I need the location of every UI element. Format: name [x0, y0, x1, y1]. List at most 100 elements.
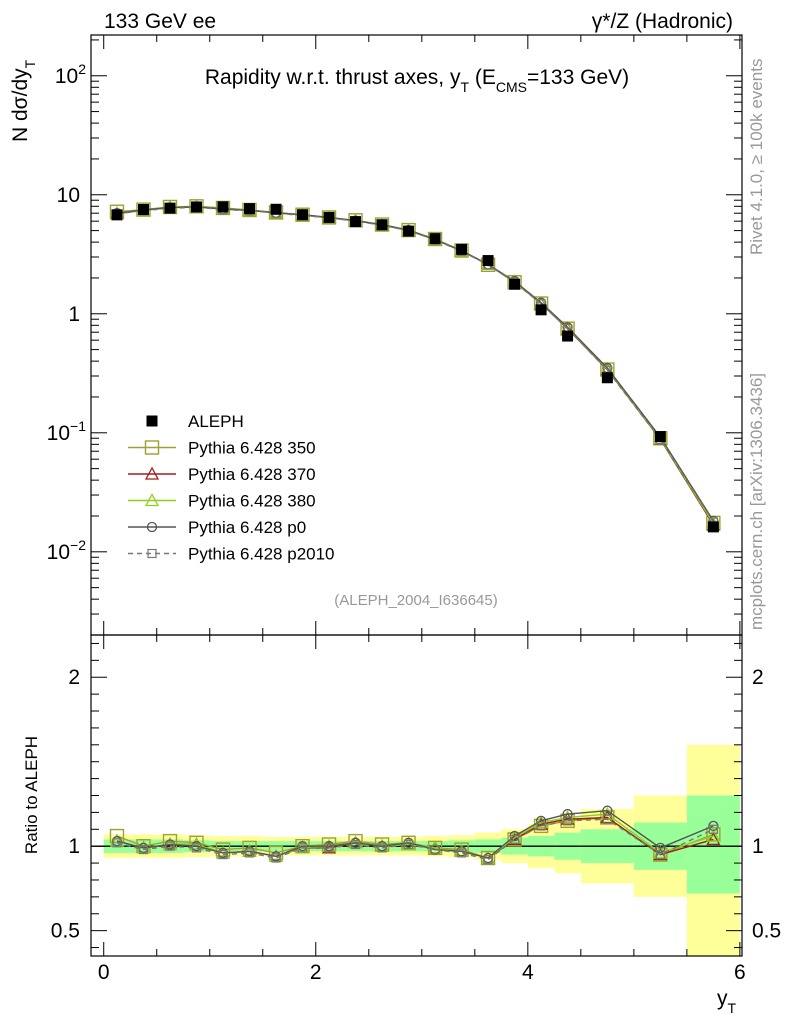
data-point-data [429, 233, 441, 245]
ratio-y-tick-label: 1 [68, 835, 80, 858]
ratio-point-p2010 [218, 850, 228, 860]
ratio-point-p2010 [509, 834, 520, 845]
ratio-x-tick-labels: 0 2 4 6 [98, 961, 746, 984]
legend-label-p380: Pythia 6.428 380 [188, 492, 316, 511]
data-point-data [509, 278, 521, 290]
legend-marker-p2010 [147, 548, 157, 559]
legend-label-p370: Pythia 6.428 370 [188, 465, 316, 484]
analysis-annotation: (ALEPH_2004_I636645) [334, 592, 497, 609]
ratio-point-p0 [562, 808, 573, 820]
main-y-tick-label: 10−2 [47, 537, 87, 564]
ratio-panel: 0.5 0.5 1 1 2 2 0 2 4 6 Ratio to ALEPH yT [22, 634, 781, 1016]
legend-marker-p350 [144, 440, 160, 455]
main-y-axis-label: N dσ/dyT [9, 59, 38, 142]
ratio-axis-ticks [91, 635, 742, 956]
x-tick-label: 2 [310, 961, 322, 984]
legend-marker-p0 [146, 521, 158, 533]
series-line-p2010 [116, 206, 714, 523]
ratio-point-p370 [706, 832, 721, 846]
ratio-point-p2010 [350, 839, 361, 850]
ratio-point-p350 [109, 828, 125, 844]
legend-marker-data [146, 415, 158, 427]
ratio-point-p2010 [244, 848, 255, 858]
legend-entry-p370: Pythia 6.428 370 [128, 465, 316, 484]
ratio-point-p2010 [403, 839, 414, 850]
ratio-point-p2010 [377, 843, 387, 853]
legend-entry-p2010: Pythia 6.428 p2010 [128, 545, 335, 564]
ratio-y-tick-label: 2 [68, 666, 80, 689]
ratio-y-tick-label: 0.5 [51, 920, 80, 943]
ratio-point-p2010 [536, 821, 546, 831]
ratio-point-p350 [162, 833, 178, 849]
legend-label-data: ALEPH [188, 412, 244, 431]
data-point-data [164, 202, 176, 214]
ratio-point-p370 [653, 847, 668, 861]
rivet-version-label: Rivet 4.1.0, ≥ 100k events [747, 59, 766, 255]
header-right-label: γ*/Z (Hadronic) [592, 10, 733, 33]
data-point-data [297, 209, 309, 221]
data-point-data [376, 219, 388, 231]
legend-label-p0: Pythia 6.428 p0 [188, 518, 306, 537]
ratio-point-p380 [427, 840, 443, 854]
ratio-point-p2010 [297, 843, 308, 853]
legend-marker-p380 [144, 493, 160, 507]
ratio-point-p350 [215, 842, 231, 857]
ratio-point-p2010 [138, 844, 149, 855]
legend-marker-p370 [144, 466, 160, 480]
data-point-data [482, 255, 494, 267]
ratio-point-p2010 [324, 843, 334, 853]
data-point-data [456, 243, 468, 255]
data-point-data [190, 201, 202, 213]
ratio-point-p2010 [430, 844, 440, 855]
main-y-tick-labels: 102 10 1 10−1 10−2 [47, 61, 87, 564]
ratio-series-p2010 [112, 814, 718, 865]
ratio-point-p2010 [602, 814, 612, 824]
ratio-point-p2010 [655, 850, 665, 860]
ratio-point-p2010 [271, 853, 281, 863]
x-tick-label: 4 [522, 961, 534, 984]
legend-label-p2010: Pythia 6.428 p2010 [188, 545, 335, 564]
main-y-tick-label: 1 [68, 303, 80, 326]
ratio-line-p0 [116, 809, 714, 859]
ratio-point-p350 [268, 845, 284, 861]
ratio-plot-frame [90, 634, 743, 957]
ratio-point-p2010 [191, 843, 202, 853]
legend-entry-p0: Pythia 6.428 p0 [128, 518, 306, 537]
ratio-y-axis-label: Ratio to ALEPH [22, 736, 41, 854]
data-point-data [323, 211, 335, 223]
data-point-data [217, 201, 229, 213]
data-point-data [350, 216, 362, 228]
data-point-data [562, 330, 574, 342]
mcplots-label: mcplots.cern.ch [arXiv:1306.3436] [747, 373, 766, 630]
main-title: Rapidity w.r.t. thrust axes, yT (ECMS=13… [205, 66, 629, 95]
ratio-point-p2010 [708, 824, 718, 834]
data-point-data [403, 225, 415, 237]
data-point-data [707, 521, 719, 533]
main-y-tick-label: 102 [55, 61, 86, 88]
main-y-tick-label: 10 [57, 184, 80, 207]
main-y-tick-label: 10−1 [47, 418, 87, 445]
header-left-label: 133 GeV ee [104, 10, 216, 33]
ratio-point-p2010 [483, 855, 493, 865]
ratio-point-p2010 [165, 841, 175, 851]
ratio-y-tick-label-right: 0.5 [752, 920, 781, 943]
ratio-point-p2010 [562, 816, 573, 826]
data-point-data [137, 203, 149, 215]
main-panel: 102 10 1 10−1 10−2 Rapidity w.r.t. thrust ax… [9, 34, 743, 636]
x-axis-label: yT [717, 987, 737, 1016]
legend-entry-p380: Pythia 6.428 380 [128, 492, 316, 511]
ratio-point-p2010 [456, 848, 467, 858]
series-data [111, 201, 719, 533]
data-point-data [244, 203, 256, 215]
data-point-data [654, 431, 666, 443]
ratio-point-p0 [535, 815, 547, 826]
ratio-y-tick-labels: 0.5 0.5 1 1 2 2 [51, 666, 781, 942]
ratio-point-p0 [655, 842, 666, 854]
data-point-data [601, 372, 613, 384]
main-series [109, 199, 721, 533]
legend-entry-p350: Pythia 6.428 350 [128, 439, 316, 458]
ratio-series [109, 805, 721, 866]
ratio-y-tick-label-right: 2 [752, 666, 764, 689]
x-tick-label: 0 [98, 961, 110, 984]
